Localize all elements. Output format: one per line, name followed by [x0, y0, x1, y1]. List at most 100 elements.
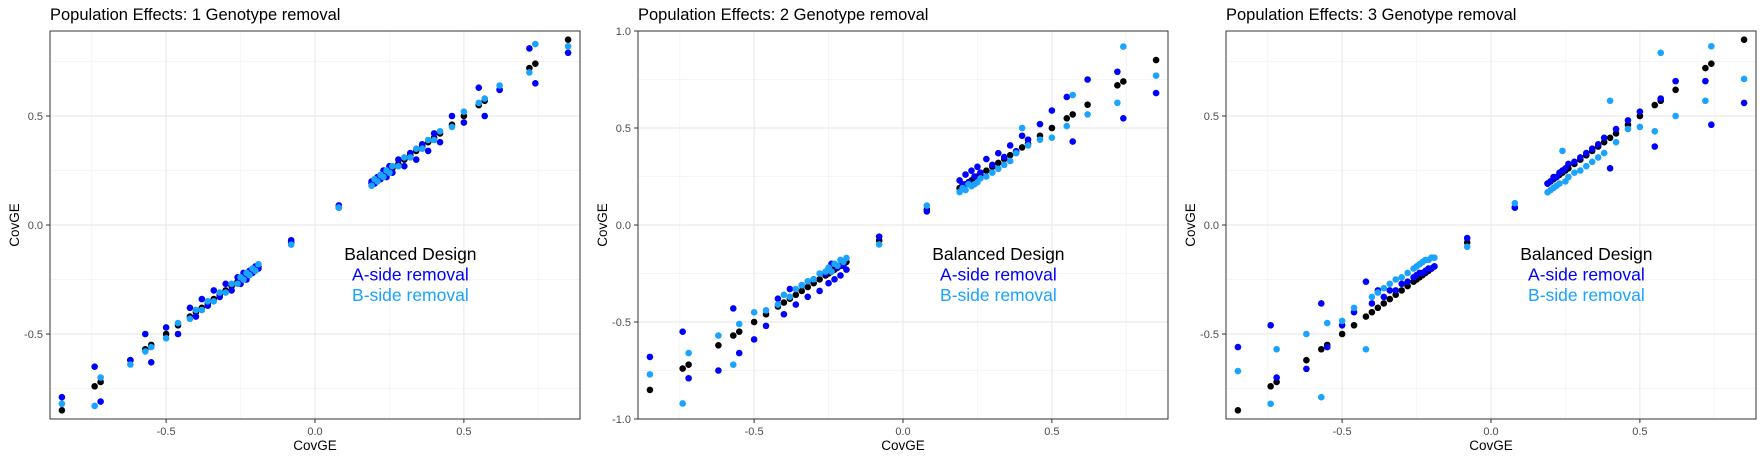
data-point — [1571, 158, 1578, 166]
y-tick-label: 0.0 — [28, 220, 43, 232]
x-tick-label: 0.0 — [307, 426, 322, 438]
series-b-side — [58, 40, 572, 410]
data-point — [1317, 300, 1325, 307]
data-point — [1398, 280, 1405, 288]
data-point — [1063, 122, 1071, 130]
data-point — [1012, 149, 1020, 157]
data-point — [532, 60, 539, 67]
data-point — [1317, 393, 1325, 401]
data-point — [91, 363, 98, 370]
data-point — [1368, 308, 1376, 316]
data-point — [460, 119, 468, 126]
y-axis-label: CovGE — [595, 203, 610, 247]
data-point — [368, 182, 375, 190]
data-point — [255, 260, 262, 268]
x-axis-label: CovGE — [293, 438, 337, 453]
data-point — [1084, 101, 1091, 109]
legend-entry: B-side removal — [352, 285, 469, 305]
data-point — [1152, 89, 1160, 97]
data-point — [1624, 117, 1632, 124]
data-point — [804, 277, 812, 285]
data-point — [1708, 42, 1715, 50]
data-point — [798, 281, 806, 289]
data-point — [983, 155, 990, 163]
data-point — [436, 138, 444, 146]
data-point — [735, 320, 743, 328]
data-point — [198, 306, 206, 314]
data-point — [843, 266, 850, 273]
data-point — [1114, 68, 1121, 76]
legend-entry: A-side removal — [940, 264, 1057, 284]
data-point — [1273, 374, 1280, 381]
data-point — [210, 287, 218, 294]
data-point — [147, 343, 155, 351]
data-point — [1114, 82, 1121, 89]
data-point — [234, 280, 241, 288]
y-tick-label: -0.5 — [1200, 329, 1219, 341]
data-point — [448, 123, 456, 131]
data-point — [1431, 254, 1438, 261]
x-tick-label: 0.5 — [1632, 426, 1647, 438]
x-axis-label: CovGE — [1469, 438, 1513, 453]
data-point — [1006, 142, 1014, 149]
data-point — [252, 267, 259, 275]
data-point — [1571, 169, 1578, 176]
data-point — [962, 171, 969, 178]
data-point — [971, 173, 978, 180]
data-point — [843, 254, 850, 262]
data-point — [1114, 99, 1121, 107]
chart-panel-2: -0.5 0.0 0.5 -1.0 -0.5 0.0 0.5 1.0 Population Ef… — [595, 6, 1169, 453]
data-point — [750, 336, 758, 343]
data-point — [1612, 125, 1620, 133]
data-point — [786, 293, 794, 301]
data-point — [1672, 112, 1679, 120]
data-point — [1267, 400, 1274, 408]
data-point — [412, 145, 420, 153]
data-point — [401, 162, 408, 170]
data-point — [679, 365, 686, 372]
data-point — [750, 318, 758, 326]
data-point — [192, 313, 200, 320]
data-point — [526, 69, 533, 76]
data-point — [460, 108, 468, 115]
data-point — [685, 361, 692, 368]
data-point — [374, 178, 381, 185]
data-point — [58, 406, 66, 414]
data-point — [1657, 49, 1665, 57]
data-point — [974, 163, 981, 171]
data-point — [58, 400, 66, 408]
data-point — [58, 393, 66, 401]
data-point — [424, 147, 432, 155]
data-point — [1582, 149, 1590, 157]
data-point — [1702, 97, 1709, 105]
data-point — [162, 335, 170, 342]
data-point — [825, 279, 832, 287]
data-point — [395, 162, 402, 170]
data-point — [1594, 141, 1602, 148]
y-tick-label: 0.5 — [616, 123, 631, 135]
data-point — [834, 262, 841, 270]
x-axis-label: CovGE — [881, 438, 925, 453]
data-point — [923, 208, 931, 215]
data-point — [1636, 123, 1644, 131]
data-point — [729, 361, 737, 368]
data-point — [1323, 319, 1331, 327]
data-point — [380, 173, 387, 181]
data-point — [1672, 86, 1679, 94]
data-point — [1374, 304, 1382, 312]
data-point — [735, 349, 743, 357]
chart-panel-3: -0.5 0.0 0.5 -0.5 0.0 0.5 Population Effects: … — [1183, 6, 1757, 453]
data-point — [246, 271, 253, 279]
data-point — [1559, 147, 1566, 155]
data-point — [1672, 77, 1679, 85]
data-point — [1404, 278, 1411, 285]
data-point — [989, 169, 996, 176]
data-point — [1740, 36, 1748, 44]
data-point — [1084, 111, 1091, 118]
data-point — [1577, 154, 1584, 161]
data-point — [192, 306, 200, 314]
data-point — [1582, 162, 1590, 170]
